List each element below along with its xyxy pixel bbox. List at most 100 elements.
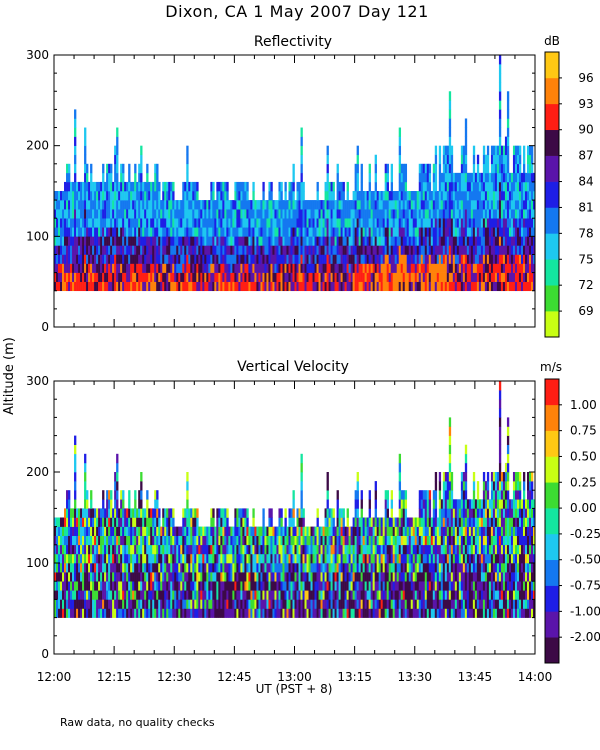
heatmap-cell	[174, 599, 177, 609]
heatmap-cell	[162, 581, 165, 591]
heatmap-cell	[318, 572, 321, 582]
heatmap-cell	[330, 236, 333, 246]
heatmap-cell	[84, 154, 87, 165]
heatmap-cell	[522, 254, 526, 264]
heatmap-cell	[196, 218, 199, 228]
heatmap-cell	[264, 263, 267, 273]
colorbar-swatch	[545, 181, 559, 208]
heatmap-cell	[278, 508, 281, 518]
heatmap-cell	[298, 517, 301, 527]
heatmap-cell	[300, 535, 303, 546]
heatmap-cell	[440, 245, 444, 255]
heatmap-cell	[190, 236, 193, 246]
heatmap-cell	[64, 181, 67, 192]
heatmap-cell	[148, 236, 151, 246]
heatmap-cell	[332, 236, 335, 246]
heatmap-cell	[262, 581, 265, 591]
heatmap-cell	[228, 254, 231, 264]
heatmap-cell	[278, 245, 281, 255]
heatmap-cell	[446, 236, 450, 246]
heatmap-cell	[258, 572, 261, 582]
heatmap-cell	[506, 136, 510, 146]
heatmap-cell	[400, 181, 404, 192]
heatmap-cell	[296, 200, 299, 210]
heatmap-cell	[146, 245, 149, 255]
heatmap-cell	[144, 181, 147, 192]
heatmap-cell	[102, 572, 105, 582]
heatmap-cell	[106, 263, 109, 273]
heatmap-cell	[300, 181, 303, 192]
heatmap-cell	[354, 227, 357, 237]
heatmap-cell	[134, 572, 137, 582]
heatmap-cell	[488, 245, 492, 255]
heatmap-cell	[64, 544, 67, 555]
heatmap-cell	[416, 218, 420, 228]
heatmap-cell	[66, 508, 69, 518]
heatmap-cell	[156, 236, 159, 246]
heatmap-cell	[108, 572, 111, 582]
heatmap-cell	[120, 272, 123, 282]
heatmap-cell	[100, 581, 103, 591]
heatmap-cell	[398, 263, 402, 273]
heatmap-cell	[286, 245, 289, 255]
heatmap-cell	[166, 508, 169, 518]
heatmap-cell	[130, 191, 133, 201]
heatmap-cell	[178, 572, 181, 582]
heatmap-cell	[116, 553, 119, 564]
heatmap-cell	[80, 581, 83, 591]
heatmap-cell	[184, 245, 187, 255]
heatmap-cell	[436, 218, 440, 228]
heatmap-cell	[208, 526, 211, 536]
heatmap-cell	[376, 281, 379, 292]
heatmap-cell	[506, 163, 510, 174]
heatmap-cell	[228, 263, 231, 273]
heatmap-cell	[334, 236, 337, 246]
heatmap-cell	[508, 227, 512, 237]
heatmap-cell	[188, 563, 191, 573]
heatmap-cell	[356, 281, 359, 292]
heatmap-cell	[84, 191, 87, 201]
heatmap-cell	[186, 608, 189, 618]
heatmap-cell	[462, 200, 466, 210]
heatmap-cell	[66, 200, 69, 210]
heatmap-cell	[402, 191, 406, 201]
heatmap-cell	[174, 254, 177, 264]
heatmap-cell	[440, 218, 444, 228]
heatmap-cell	[84, 553, 87, 564]
heatmap-cell	[302, 191, 305, 201]
heatmap-cell	[386, 245, 389, 255]
heatmap-cell	[182, 236, 185, 246]
heatmap-cell	[368, 191, 371, 201]
heatmap-cell	[78, 209, 81, 219]
heatmap-cell	[262, 191, 265, 201]
heatmap-cell	[248, 563, 251, 573]
heatmap-cell	[440, 236, 444, 246]
heatmap-cell	[488, 181, 492, 192]
heatmap-cell	[292, 535, 295, 546]
heatmap-cell	[430, 218, 434, 228]
heatmap-cell	[114, 535, 117, 546]
heatmap-cell	[338, 263, 341, 273]
heatmap-cell	[58, 245, 61, 255]
heatmap-cell	[296, 218, 299, 228]
heatmap-cell	[118, 245, 121, 255]
heatmap-cell	[298, 608, 301, 618]
heatmap-cell	[162, 191, 165, 201]
heatmap-cell	[272, 272, 275, 282]
heatmap-cell	[352, 191, 355, 201]
heatmap-cell	[160, 608, 163, 618]
heatmap-cell	[412, 245, 416, 255]
heatmap-cell	[520, 181, 524, 192]
heatmap-cell	[84, 200, 87, 210]
heatmap-cell	[310, 535, 313, 546]
heatmap-cell	[400, 281, 404, 292]
heatmap-cell	[266, 535, 269, 546]
heatmap-cell	[446, 181, 450, 192]
heatmap-cell	[514, 281, 518, 292]
heatmap-cell	[260, 254, 263, 264]
heatmap-cell	[108, 172, 111, 183]
heatmap-cell	[338, 517, 341, 527]
heatmap-cell	[110, 272, 113, 282]
heatmap-cell	[116, 608, 119, 618]
heatmap-cell	[330, 218, 333, 228]
